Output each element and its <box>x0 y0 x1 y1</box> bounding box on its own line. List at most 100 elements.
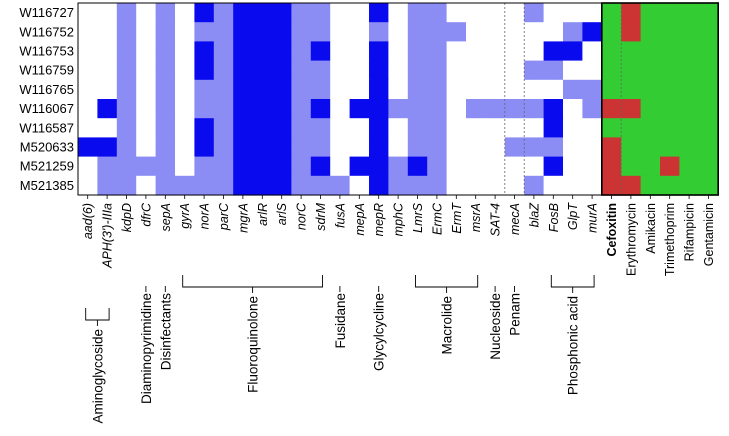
gene-cell-W116759-parC <box>213 60 234 81</box>
class-label: Penam <box>508 293 523 336</box>
gene-cell-W116765-blaZ <box>524 79 545 100</box>
gene-cell-M521385-arlR <box>252 175 273 196</box>
phenotype-cell-W116727-Erythromycin <box>621 3 642 23</box>
gene-cell-W116765-msrA <box>466 79 486 100</box>
gene-cell-W116067-msrA <box>466 99 486 119</box>
gene-cell-W116759-fusA <box>330 60 351 81</box>
isolate-label: W116752 <box>19 24 74 39</box>
gene-cell-M521385-mgrA <box>233 175 254 196</box>
gene-cell-M521385-fusA <box>330 175 351 196</box>
gene-cell-M521259-FosB <box>543 156 564 177</box>
gene-cell-W116067-FosB <box>543 99 564 119</box>
gene-cell-W116765-norA <box>194 79 215 100</box>
phenotype-cell-W116727-Rifampicin <box>679 3 700 23</box>
phenotype-block-border <box>600 2 719 196</box>
gene-cell-W116765-FosB <box>543 79 564 100</box>
gene-cell-W116067-dfrC <box>136 99 157 119</box>
gene-cell-M521259-mgrA <box>233 156 254 177</box>
phenotype-cell-W116067-Cefoxitin <box>601 99 622 119</box>
gene-cell-M521385-sepA <box>155 175 176 196</box>
gene-cell-W116753-sepA <box>155 41 176 62</box>
gene-cell-W116753-arlS <box>272 41 292 62</box>
gene-cell-W116587-mepR <box>369 118 389 138</box>
gene-cell-W116727-fusA <box>330 3 351 23</box>
gene-cell-W116067-sdrM <box>310 99 331 119</box>
gene-cell-M521385-norC <box>291 175 312 196</box>
gene-cell-M520633-murA <box>582 137 603 158</box>
gene-label: ErmC <box>430 202 444 235</box>
gene-cell-W116727-ErmC <box>427 3 448 23</box>
gene-cell-W116587-blaZ <box>524 118 545 138</box>
class-label: Nucleoside <box>488 293 503 360</box>
class-label: Glycylcycline <box>372 293 387 371</box>
phenotype-cell-W116765-Rifampicin <box>679 79 700 100</box>
gene-cell-M521259-aad(6) <box>78 156 98 177</box>
gene-cell-W116759-LmrS <box>407 60 428 81</box>
gene-cell-W116587-APH(3')-IIIa <box>97 118 118 138</box>
gene-cell-M521259-ErmC <box>427 156 448 177</box>
phenotype-cell-W116752-Erythromycin <box>621 22 642 42</box>
gene-cell-W116752-GlpT <box>563 22 583 42</box>
gene-cell-W116765-murA <box>582 79 603 100</box>
gene-cell-W116753-FosB <box>543 41 564 62</box>
gene-cell-W116759-mecA <box>504 60 525 81</box>
gene-cell-M521259-LmrS <box>407 156 428 177</box>
gene-cell-M521385-gyrA <box>175 175 195 196</box>
gene-cell-W116759-ErmC <box>427 60 448 81</box>
phenotype-cell-W116753-Erythromycin <box>621 41 642 62</box>
gene-cell-W116587-arlR <box>252 118 273 138</box>
heatmap-cells <box>78 3 719 196</box>
gene-cell-W116759-mepA <box>349 60 370 81</box>
gene-cell-W116587-GlpT <box>563 118 583 138</box>
gene-label: murA <box>586 203 600 233</box>
gene-cell-W116753-murA <box>582 41 603 62</box>
phenotype-cell-W116753-Amikacin <box>640 41 661 62</box>
gene-cell-W116753-mphC <box>388 41 409 62</box>
gene-cell-W116759-sdrM <box>310 60 331 81</box>
gene-cell-W116587-mepA <box>349 118 370 138</box>
gene-cell-W116765-mecA <box>504 79 525 100</box>
gene-cell-W116587-ErmT <box>446 118 467 138</box>
class-bracket <box>182 275 323 288</box>
gene-cell-W116765-sdrM <box>310 79 331 100</box>
gene-cell-W116752-FosB <box>543 22 564 42</box>
phenotype-cell-M521385-Trimethoprim <box>660 175 680 196</box>
phenotype-cell-W116765-Gentamicin <box>698 79 719 100</box>
gene-cell-W116727-norC <box>291 3 312 23</box>
gene-cell-W116067-murA <box>582 99 603 119</box>
gene-cell-M521385-mepA <box>349 175 370 196</box>
gene-cell-M521259-gyrA <box>175 156 195 177</box>
phenotype-cell-M521259-Amikacin <box>640 156 661 177</box>
gene-cell-M520633-parC <box>213 137 234 158</box>
gene-cell-W116765-mepR <box>369 79 389 100</box>
phenotype-cell-M520633-Amikacin <box>640 137 661 158</box>
gene-cell-M521259-murA <box>582 156 603 177</box>
gene-cell-W116067-gyrA <box>175 99 195 119</box>
phenotype-cell-W116587-Gentamicin <box>698 118 719 138</box>
gene-label: mecA <box>508 203 522 235</box>
phenotype-cell-W116759-Trimethoprim <box>660 60 680 81</box>
column-dividers <box>504 3 622 195</box>
gene-cell-M521385-norA <box>194 175 215 196</box>
class-bracket <box>415 275 479 288</box>
gene-cell-M521259-sdrM <box>310 156 331 177</box>
gene-cell-M520633-dfrC <box>136 137 157 158</box>
gene-cell-W116759-murA <box>582 60 603 81</box>
phenotype-cell-W116759-Erythromycin <box>621 60 642 81</box>
gene-cell-W116752-SAT-4 <box>485 22 506 42</box>
gene-label: ErmT <box>450 202 464 234</box>
column-labels: aad(6) APH(3')-IIIa kdpD dfrC sepA gyrA norA pa… <box>81 195 716 276</box>
gene-cell-W116765-ErmC <box>427 79 448 100</box>
gene-cell-M521385-arlS <box>272 175 292 196</box>
gene-cell-W116752-ErmC <box>427 22 448 42</box>
gene-cell-M521385-ErmT <box>446 175 467 196</box>
phenotype-cell-W116753-Cefoxitin <box>601 41 622 62</box>
gene-cell-M521259-arlS <box>272 156 292 177</box>
gene-cell-W116587-parC <box>213 118 234 138</box>
gene-cell-W116067-aad(6) <box>78 99 98 119</box>
gene-label: fusA <box>333 203 347 228</box>
isolate-label: M520633 <box>20 140 74 155</box>
class-bracket <box>550 275 595 288</box>
gene-label: norA <box>198 203 212 229</box>
gene-cell-M521385-mphC <box>388 175 409 196</box>
